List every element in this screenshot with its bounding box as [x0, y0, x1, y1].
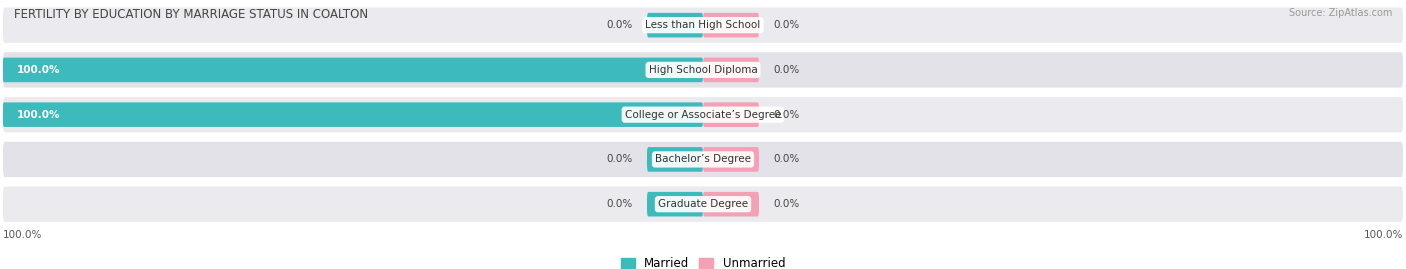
FancyBboxPatch shape: [703, 58, 759, 82]
Text: High School Diploma: High School Diploma: [648, 65, 758, 75]
FancyBboxPatch shape: [703, 13, 759, 37]
Text: 0.0%: 0.0%: [607, 20, 633, 30]
Legend: Married, Unmarried: Married, Unmarried: [620, 257, 786, 269]
FancyBboxPatch shape: [3, 8, 1403, 43]
FancyBboxPatch shape: [647, 147, 703, 172]
Text: 0.0%: 0.0%: [773, 65, 799, 75]
FancyBboxPatch shape: [3, 58, 703, 82]
FancyBboxPatch shape: [703, 192, 759, 217]
FancyBboxPatch shape: [703, 102, 759, 127]
FancyBboxPatch shape: [3, 142, 1403, 177]
Text: College or Associate’s Degree: College or Associate’s Degree: [624, 110, 782, 120]
FancyBboxPatch shape: [3, 186, 1403, 222]
FancyBboxPatch shape: [3, 102, 703, 127]
Text: 0.0%: 0.0%: [773, 154, 799, 164]
FancyBboxPatch shape: [3, 97, 1403, 132]
FancyBboxPatch shape: [647, 192, 703, 217]
Text: Less than High School: Less than High School: [645, 20, 761, 30]
FancyBboxPatch shape: [3, 52, 1403, 88]
FancyBboxPatch shape: [647, 13, 703, 37]
Text: 100.0%: 100.0%: [3, 230, 42, 240]
FancyBboxPatch shape: [703, 147, 759, 172]
Text: Source: ZipAtlas.com: Source: ZipAtlas.com: [1288, 8, 1392, 18]
Text: 0.0%: 0.0%: [773, 20, 799, 30]
Text: 0.0%: 0.0%: [607, 199, 633, 209]
Text: Graduate Degree: Graduate Degree: [658, 199, 748, 209]
Text: 100.0%: 100.0%: [17, 110, 60, 120]
Text: 0.0%: 0.0%: [607, 154, 633, 164]
Text: 100.0%: 100.0%: [1364, 230, 1403, 240]
Text: 100.0%: 100.0%: [17, 65, 60, 75]
Text: 0.0%: 0.0%: [773, 199, 799, 209]
Text: Bachelor’s Degree: Bachelor’s Degree: [655, 154, 751, 164]
Text: FERTILITY BY EDUCATION BY MARRIAGE STATUS IN COALTON: FERTILITY BY EDUCATION BY MARRIAGE STATU…: [14, 8, 368, 21]
Text: 0.0%: 0.0%: [773, 110, 799, 120]
